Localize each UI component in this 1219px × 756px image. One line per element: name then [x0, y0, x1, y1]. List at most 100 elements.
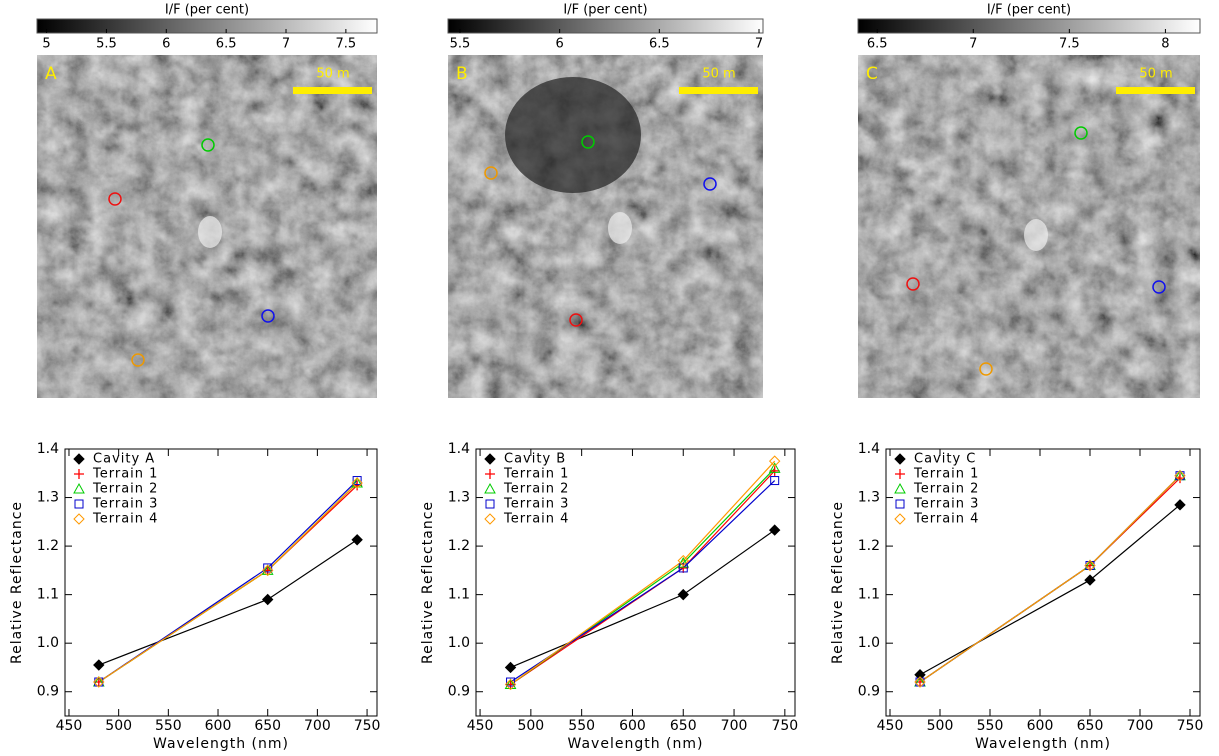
- marker: [914, 676, 926, 688]
- marker: [1084, 559, 1096, 572]
- colorbar-tick-label: 6: [556, 37, 564, 52]
- legend-label: Terrain 4: [92, 512, 158, 527]
- plot-frame: [64, 448, 378, 717]
- legend-marker: [484, 513, 496, 525]
- series-line: [98, 539, 358, 666]
- region-marker: [979, 362, 993, 376]
- marker: [768, 455, 781, 467]
- series-line: [919, 504, 1181, 676]
- x-axis-label: Wavelength (nm): [975, 736, 1111, 752]
- marker: [769, 465, 780, 476]
- y-tick-label: 1.2: [37, 538, 59, 554]
- legend-label: Terrain 3: [913, 497, 979, 512]
- colorbar: [36, 18, 378, 34]
- marker: [93, 659, 105, 671]
- legend-label: Terrain 2: [92, 482, 158, 497]
- x-tick-label: 600: [619, 718, 646, 734]
- region-marker: [201, 138, 215, 152]
- marker: [261, 593, 274, 606]
- region-marker: [484, 166, 498, 180]
- legend-marker: [895, 469, 905, 479]
- marker: [351, 477, 363, 489]
- legend-label: Cavity C: [914, 452, 976, 467]
- bright-patch: [608, 212, 632, 244]
- region-marker: [131, 353, 145, 367]
- region-marker: [581, 135, 595, 149]
- region-marker: [703, 177, 717, 191]
- y-axis-label: Relative Reflectance: [9, 501, 25, 664]
- legend-label: Terrain 4: [913, 512, 979, 527]
- region-marker: [261, 309, 275, 323]
- marker: [678, 563, 688, 573]
- legend-label: Terrain 2: [503, 482, 569, 497]
- colorbar-label: I/F (per cent): [563, 3, 647, 18]
- legend-marker: [484, 453, 496, 465]
- colorbar: [447, 18, 764, 34]
- x-tick-label: 500: [927, 718, 954, 734]
- region-marker: [569, 313, 583, 327]
- x-axis-label: Wavelength (nm): [568, 736, 704, 752]
- scale-bar: [679, 87, 758, 94]
- colorbar-label: I/F (per cent): [165, 3, 249, 18]
- region-marker: [1074, 126, 1088, 140]
- colorbar-tick-label: 6.5: [649, 37, 670, 52]
- legend-marker: [485, 499, 495, 509]
- x-tick-label: 650: [670, 718, 697, 734]
- x-tick-label: 550: [977, 718, 1004, 734]
- x-tick-label: 500: [105, 718, 132, 734]
- plot-frame: [475, 448, 796, 717]
- legend-label: Cavity A: [93, 452, 155, 467]
- colorbar-tick-label: 5.5: [450, 37, 471, 52]
- legend-marker: [894, 453, 906, 465]
- legend-label: Cavity B: [504, 452, 566, 467]
- marker: [677, 588, 689, 601]
- y-tick-label: 0.9: [858, 684, 880, 700]
- x-tick-label: 550: [568, 718, 595, 734]
- x-tick-label: 700: [1127, 718, 1154, 734]
- colorbar-tick-label: 5: [42, 37, 50, 52]
- y-axis-label: Relative Reflectance: [830, 501, 846, 664]
- y-tick-label: 1.1: [448, 587, 470, 603]
- colorbar-tick-label: 8: [1161, 37, 1169, 52]
- marker: [770, 476, 780, 486]
- marker: [94, 677, 104, 687]
- scale-bar: [1116, 87, 1195, 94]
- scale-bar: [293, 87, 372, 94]
- marker: [351, 476, 363, 488]
- marker: [352, 476, 362, 486]
- panel-letter: C: [866, 64, 878, 84]
- scale-label: 50 m: [702, 67, 735, 82]
- y-tick-label: 1.3: [448, 490, 470, 506]
- legend-marker: [894, 482, 906, 494]
- legend-marker: [74, 469, 84, 479]
- colorbar-tick-label: 7: [755, 37, 763, 52]
- y-tick-label: 1.3: [858, 490, 880, 506]
- colorbar-tick-label: 7: [969, 37, 977, 52]
- x-tick-label: 750: [771, 718, 798, 734]
- legend-marker: [74, 499, 84, 509]
- marker: [915, 677, 925, 687]
- region-marker: [1152, 280, 1166, 294]
- series-line: [510, 529, 776, 669]
- legend-marker: [73, 482, 85, 494]
- legend-label: Terrain 3: [503, 497, 569, 512]
- region-marker: [906, 277, 920, 291]
- y-tick-label: 1.1: [37, 587, 59, 603]
- marker: [261, 564, 274, 575]
- marker: [506, 677, 516, 687]
- y-tick-label: 1.4: [448, 441, 470, 457]
- legend-label: Terrain 2: [913, 482, 979, 497]
- colorbar-tick-label: 7.5: [1059, 37, 1080, 52]
- marker: [263, 563, 273, 573]
- marker: [93, 676, 105, 688]
- colorbar-tick-label: 7.5: [336, 37, 357, 52]
- y-axis-label: Relative Reflectance: [420, 501, 436, 664]
- legend-marker: [485, 469, 495, 479]
- legend-label: Terrain 4: [503, 512, 569, 527]
- scale-label: 50 m: [1139, 67, 1172, 82]
- colorbar-tick-label: 6.5: [867, 37, 888, 52]
- legend-marker: [894, 513, 906, 525]
- marker: [352, 480, 363, 491]
- series-line: [510, 460, 776, 685]
